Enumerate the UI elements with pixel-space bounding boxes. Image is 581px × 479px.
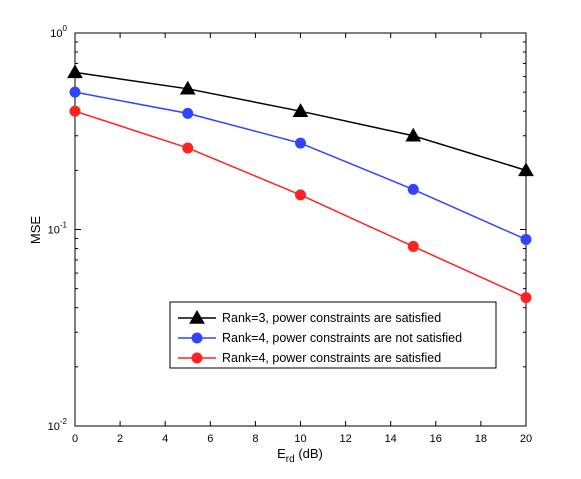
data-point-series-3 bbox=[182, 142, 194, 154]
y-tick-label: 100 bbox=[50, 24, 67, 40]
data-point-series-2 bbox=[407, 183, 419, 195]
legend-marker bbox=[191, 352, 203, 364]
x-tick-label: 10 bbox=[294, 433, 306, 445]
data-point-series-1 bbox=[518, 162, 534, 177]
axis-ticks bbox=[74, 32, 527, 427]
data-point-series-1 bbox=[179, 80, 196, 95]
data-point-series-3 bbox=[407, 240, 419, 252]
legend-label: Rank=4, power constraints are satisfied bbox=[222, 351, 441, 365]
legend-marker bbox=[189, 309, 205, 324]
x-tick-label: 6 bbox=[207, 433, 213, 445]
x-axis-title: Erd (dB) bbox=[277, 446, 323, 465]
data-point-series-1 bbox=[292, 103, 309, 117]
x-tick-label: 12 bbox=[339, 433, 351, 445]
data-point-series-1 bbox=[67, 64, 83, 79]
x-tick-label: 18 bbox=[475, 433, 487, 445]
x-tick-label: 16 bbox=[430, 433, 442, 445]
y-tick-labels: 10-2 10-1 100 bbox=[48, 24, 68, 433]
data-point-series-1 bbox=[405, 127, 422, 142]
legend: Rank=3, power constraints are satisfied R… bbox=[169, 301, 497, 369]
legend-marker bbox=[191, 332, 203, 344]
data-point-series-2 bbox=[295, 137, 306, 149]
data-point-series-2 bbox=[69, 86, 81, 98]
x-tick-label: 14 bbox=[385, 433, 397, 445]
legend-label: Rank=3, power constraints are satisfied bbox=[222, 311, 441, 325]
x-tick-labels: 0 2 4 6 8 10 12 14 16 18 20 bbox=[72, 433, 532, 445]
y-tick-label: 10-1 bbox=[48, 221, 68, 237]
x-tick-label: 0 bbox=[72, 433, 78, 445]
data-point-series-2 bbox=[182, 107, 194, 119]
series-markers bbox=[67, 64, 534, 304]
legend-box bbox=[169, 301, 497, 369]
y-tick-label: 10-2 bbox=[48, 417, 68, 433]
x-tick-label: 20 bbox=[520, 433, 532, 445]
x-tick-label: 8 bbox=[252, 433, 258, 445]
x-tick-label: 4 bbox=[162, 433, 168, 445]
data-point-series-3 bbox=[295, 189, 306, 201]
data-point-series-3 bbox=[520, 292, 532, 304]
legend-label: Rank=4, power constraints are not satisf… bbox=[222, 331, 462, 345]
data-point-series-3 bbox=[69, 105, 81, 117]
y-axis-title: MSE bbox=[28, 216, 43, 245]
data-point-series-2 bbox=[520, 233, 532, 245]
x-tick-label: 2 bbox=[117, 433, 123, 445]
